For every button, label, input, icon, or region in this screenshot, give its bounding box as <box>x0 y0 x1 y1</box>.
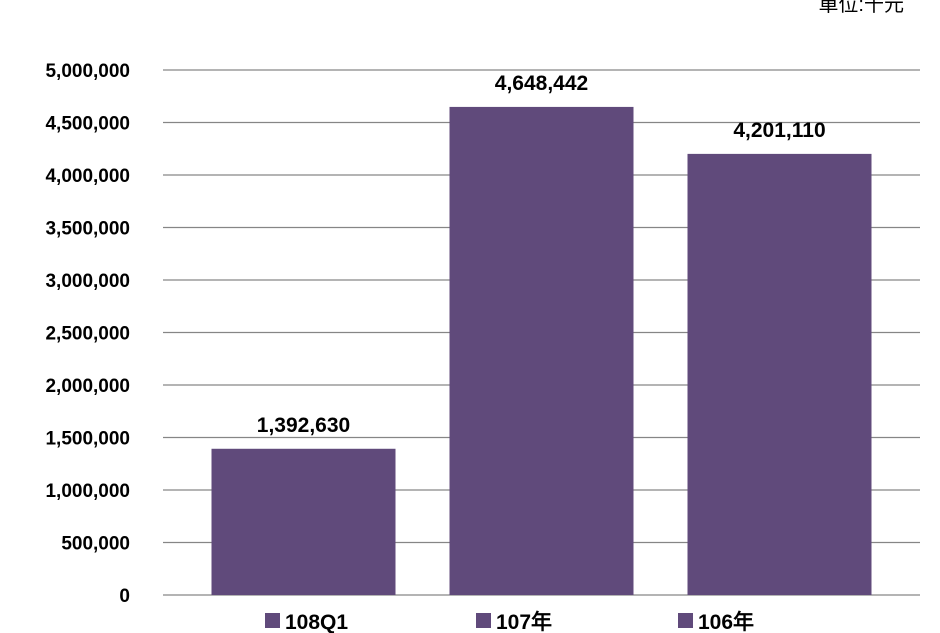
y-tick-label: 3,500,000 <box>45 219 130 240</box>
bar <box>687 153 872 595</box>
legend-swatch <box>476 613 491 628</box>
y-tick-label: 1,500,000 <box>45 429 130 450</box>
data-label: 4,201,110 <box>733 119 825 142</box>
y-tick-label: 0 <box>119 586 130 607</box>
legend-label: 107年 <box>496 610 552 633</box>
legend: 108Q1 107年 106年 <box>265 610 754 633</box>
data-labels: 1,392,630 4,648,442 4,201,110 <box>257 72 826 437</box>
legend-swatch <box>265 613 280 628</box>
bar <box>449 106 634 596</box>
y-tick-label: 4,000,000 <box>45 166 130 187</box>
bar <box>211 448 396 595</box>
y-tick-label: 2,500,000 <box>45 324 130 345</box>
y-tick-label: 5,000,000 <box>45 61 130 82</box>
legend-label: 108Q1 <box>285 611 348 633</box>
data-label: 4,648,442 <box>495 72 588 95</box>
unit-note: 單位:千元 <box>818 0 904 16</box>
y-axis-ticks: 0 500,000 1,000,000 1,500,000 2,000,000 2,500… <box>45 61 130 607</box>
data-label: 1,392,630 <box>257 414 350 437</box>
y-tick-label: 2,000,000 <box>45 376 130 397</box>
y-tick-label: 3,000,000 <box>45 271 130 292</box>
bars <box>211 106 872 596</box>
legend-label: 106年 <box>698 610 754 633</box>
legend-swatch <box>678 613 693 628</box>
y-tick-label: 4,500,000 <box>45 114 130 135</box>
y-tick-label: 500,000 <box>61 534 130 555</box>
y-tick-label: 1,000,000 <box>45 481 130 502</box>
